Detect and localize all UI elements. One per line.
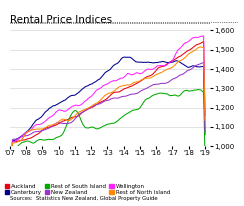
Auckland	[162, 65, 164, 68]
Rest of North Island	[156, 73, 159, 75]
Wellington	[203, 111, 206, 113]
Line: Rest of South Island: Rest of South Island	[10, 89, 205, 206]
Rest of North Island	[10, 191, 13, 193]
Rest of South Island	[10, 193, 13, 195]
Line: Auckland: Auckland	[10, 42, 205, 206]
New Zealand	[156, 83, 159, 85]
Line: Wellington: Wellington	[10, 36, 205, 206]
Rest of North Island	[203, 119, 206, 122]
Line: New Zealand: New Zealand	[10, 62, 205, 206]
Canterbury	[18, 136, 21, 139]
Canterbury	[191, 64, 194, 67]
New Zealand	[18, 137, 21, 139]
Canterbury	[203, 133, 206, 136]
Auckland	[202, 40, 205, 43]
Text: Sources:  Statistics New Zealand, Global Property Guide: Sources: Statistics New Zealand, Global …	[10, 196, 157, 201]
Canterbury	[10, 190, 13, 193]
Wellington	[156, 64, 159, 67]
Auckland	[18, 139, 21, 142]
Auckland	[156, 67, 159, 70]
Line: Canterbury: Canterbury	[10, 57, 205, 206]
New Zealand	[10, 188, 13, 191]
Wellington	[10, 190, 13, 193]
Line: Rest of North Island: Rest of North Island	[10, 47, 205, 206]
Rest of South Island	[121, 116, 124, 118]
Rest of North Island	[190, 51, 193, 53]
Wellington	[162, 64, 164, 67]
New Zealand	[202, 61, 205, 64]
Text: Rental Price Indices: Rental Price Indices	[10, 15, 112, 26]
Rest of South Island	[18, 144, 21, 146]
Wellington	[18, 137, 21, 140]
Wellington	[121, 77, 124, 80]
New Zealand	[190, 68, 193, 70]
Auckland	[190, 47, 193, 50]
Rest of South Island	[203, 153, 206, 156]
New Zealand	[203, 130, 206, 133]
Rest of North Island	[162, 70, 164, 73]
Auckland	[203, 115, 206, 117]
Rest of South Island	[190, 89, 193, 92]
Rest of South Island	[197, 88, 200, 91]
Auckland	[10, 189, 13, 191]
Rest of South Island	[156, 92, 159, 95]
New Zealand	[121, 95, 124, 98]
Legend: Auckland, Canterbury, Rest of South Island, New Zealand, Wellington, Rest of Nor: Auckland, Canterbury, Rest of South Isla…	[5, 184, 170, 195]
Canterbury	[121, 57, 124, 59]
Canterbury	[157, 61, 160, 63]
New Zealand	[162, 82, 164, 84]
Wellington	[190, 38, 193, 40]
Canterbury	[163, 61, 166, 63]
Rest of North Island	[121, 85, 124, 87]
Canterbury	[123, 56, 126, 58]
Wellington	[202, 35, 205, 37]
Rest of North Island	[199, 46, 202, 48]
Auckland	[121, 89, 124, 91]
Rest of North Island	[18, 140, 21, 142]
Rest of South Island	[162, 92, 164, 95]
